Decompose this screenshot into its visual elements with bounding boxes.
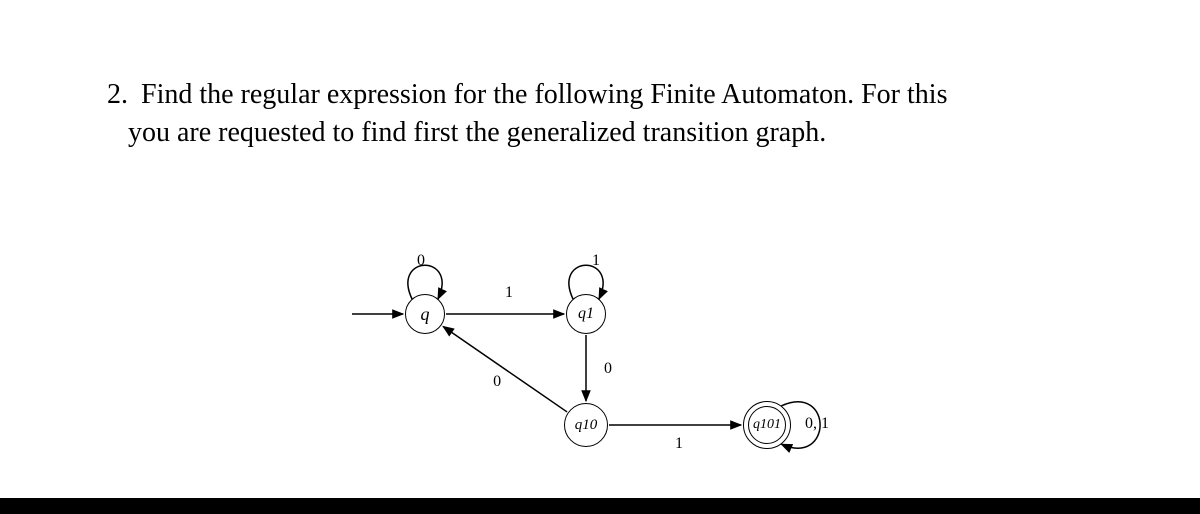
state-label-q101: q101 — [753, 417, 781, 433]
question-block: 2. Find the regular expression for the f… — [128, 76, 948, 152]
state-node-q1: q1 — [566, 294, 606, 334]
edge-label-q1-q10: 0 — [604, 360, 612, 378]
question-number: 2. — [94, 76, 134, 114]
state-node-q101: q101 — [743, 401, 791, 449]
state-label-q1: q1 — [578, 305, 594, 323]
page-root: 2. Find the regular expression for the f… — [0, 0, 1200, 514]
automaton-diagram: q q1 q10 q101 0 1 0, 1 1 0 0 1 — [290, 226, 930, 486]
edge-label-q-q1: 1 — [505, 284, 513, 302]
edge-label-q10-q101: 1 — [675, 435, 683, 453]
edge-label-q10-q: 0 — [493, 373, 501, 391]
edge-label-q101-q101: 0, 1 — [805, 415, 829, 433]
edge-q10-q — [443, 326, 567, 411]
state-label-q: q — [421, 304, 430, 325]
edge-label-q-q: 0 — [417, 252, 425, 270]
state-label-q10: q10 — [575, 417, 598, 434]
diagram-edges-svg — [290, 226, 930, 486]
edge-label-q1-q1: 1 — [592, 252, 600, 270]
question-text: Find the regular expression for the foll… — [128, 79, 947, 148]
state-node-q10: q10 — [564, 403, 608, 447]
bottom-black-bar — [0, 498, 1200, 514]
state-node-q: q — [405, 294, 445, 334]
